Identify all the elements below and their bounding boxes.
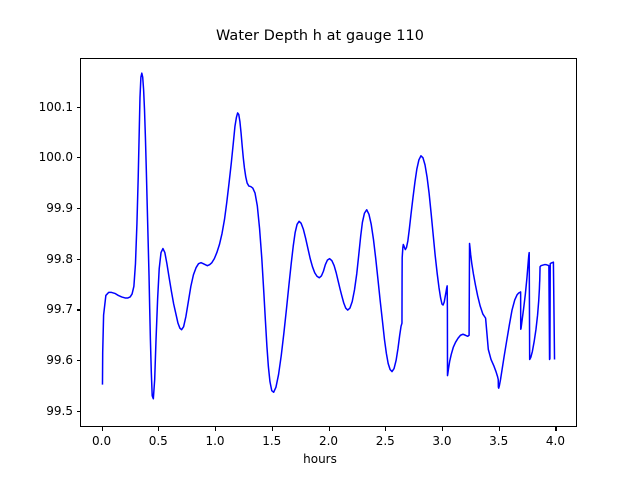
y-tick-label: 99.7 — [46, 302, 73, 317]
x-tick-mark — [158, 427, 160, 431]
y-tick-label: 99.8 — [46, 251, 73, 266]
x-tick-label: 3.0 — [432, 434, 452, 448]
plot-axes — [80, 58, 577, 427]
series-line-h — [102, 73, 554, 399]
y-tick-label: 100.0 — [38, 150, 73, 165]
y-tick-label: 100.1 — [38, 99, 73, 114]
x-tick-label: 0.0 — [92, 434, 112, 448]
x-axis-label: hours — [303, 452, 337, 466]
x-tick-mark — [441, 427, 444, 431]
chart-title: Water Depth h at gauge 110 — [216, 28, 424, 44]
x-tick-label: 1.0 — [205, 434, 225, 448]
x-tick-mark — [498, 427, 500, 431]
x-tick-mark — [101, 427, 103, 431]
x-tick-label: 0.5 — [148, 434, 168, 448]
x-tick-label: 3.5 — [489, 434, 509, 448]
x-tick-label: 1.5 — [262, 434, 282, 448]
x-tick-mark — [328, 427, 330, 431]
x-tick-mark — [215, 427, 217, 431]
x-tick-mark — [555, 427, 557, 431]
data-line-svg — [81, 59, 576, 426]
x-tick-mark — [271, 427, 273, 431]
x-tick-label: 2.0 — [318, 434, 339, 448]
x-tick-label: 4.0 — [545, 434, 565, 448]
y-tick-label: 99.5 — [46, 403, 73, 418]
x-tick-mark — [385, 427, 387, 431]
x-tick-label: 2.5 — [375, 434, 395, 448]
y-tick-label: 99.9 — [46, 201, 73, 216]
y-tick-label: 99.6 — [46, 353, 73, 368]
